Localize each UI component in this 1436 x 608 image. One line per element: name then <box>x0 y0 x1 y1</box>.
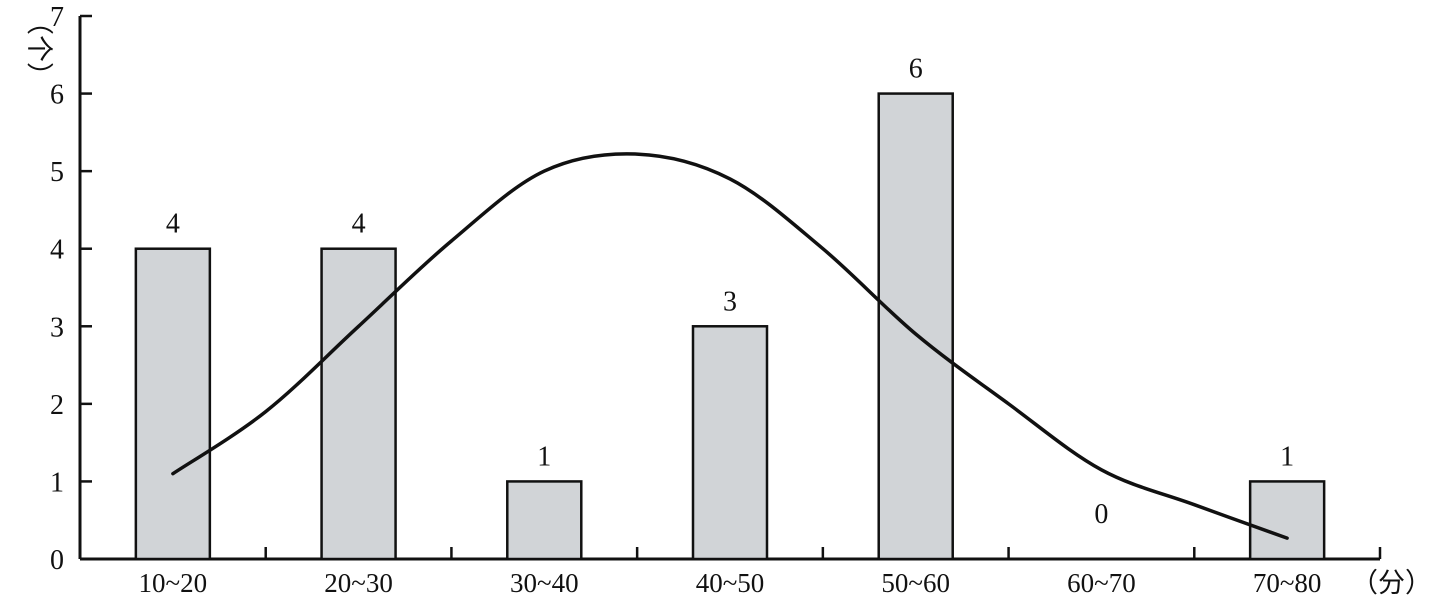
y-tick-label: 7 <box>50 2 64 33</box>
bar <box>320 247 397 561</box>
x-category-label: 40~50 <box>696 568 765 598</box>
x-category-label: 30~40 <box>510 568 579 598</box>
y-tick-label: 2 <box>50 390 64 421</box>
bar-value-label: 6 <box>909 54 923 85</box>
bar-value-label: 4 <box>352 209 366 240</box>
bar <box>877 92 954 561</box>
y-tick-label: 1 <box>50 467 64 498</box>
bar <box>1248 480 1326 561</box>
x-axis-unit-label: （分） <box>1351 568 1432 599</box>
y-tick-label: 5 <box>50 157 64 188</box>
bar-value-label: 3 <box>723 286 737 317</box>
bar <box>691 325 769 561</box>
y-tick-label: 3 <box>50 312 64 343</box>
x-category-label: 70~80 <box>1253 568 1322 598</box>
curve-layer <box>171 152 1289 540</box>
labels: 0 1 2 3 4 5 6 7 4 10~20 4 20~30 1 30~40 3 40~50 6 50~60 0 6… <box>50 2 1321 598</box>
y-tick-label: 6 <box>50 80 64 111</box>
bar <box>506 480 583 561</box>
bar-value-label: 0 <box>1094 499 1108 530</box>
bar-value-label: 1 <box>537 441 551 472</box>
x-category-label: 10~20 <box>139 568 208 598</box>
bar-value-label: 4 <box>166 209 180 240</box>
bar-value-label: 1 <box>1280 441 1294 472</box>
bars <box>134 92 1326 561</box>
x-category-label: 20~30 <box>324 568 393 598</box>
y-axis-unit-label: （个） <box>23 8 54 89</box>
x-category-label: 50~60 <box>881 568 950 598</box>
y-tick-label: 0 <box>50 545 64 576</box>
bar <box>134 247 212 561</box>
x-category-label: 60~70 <box>1067 568 1136 598</box>
y-tick-label: 4 <box>50 235 64 266</box>
trend-curve <box>171 152 1289 540</box>
